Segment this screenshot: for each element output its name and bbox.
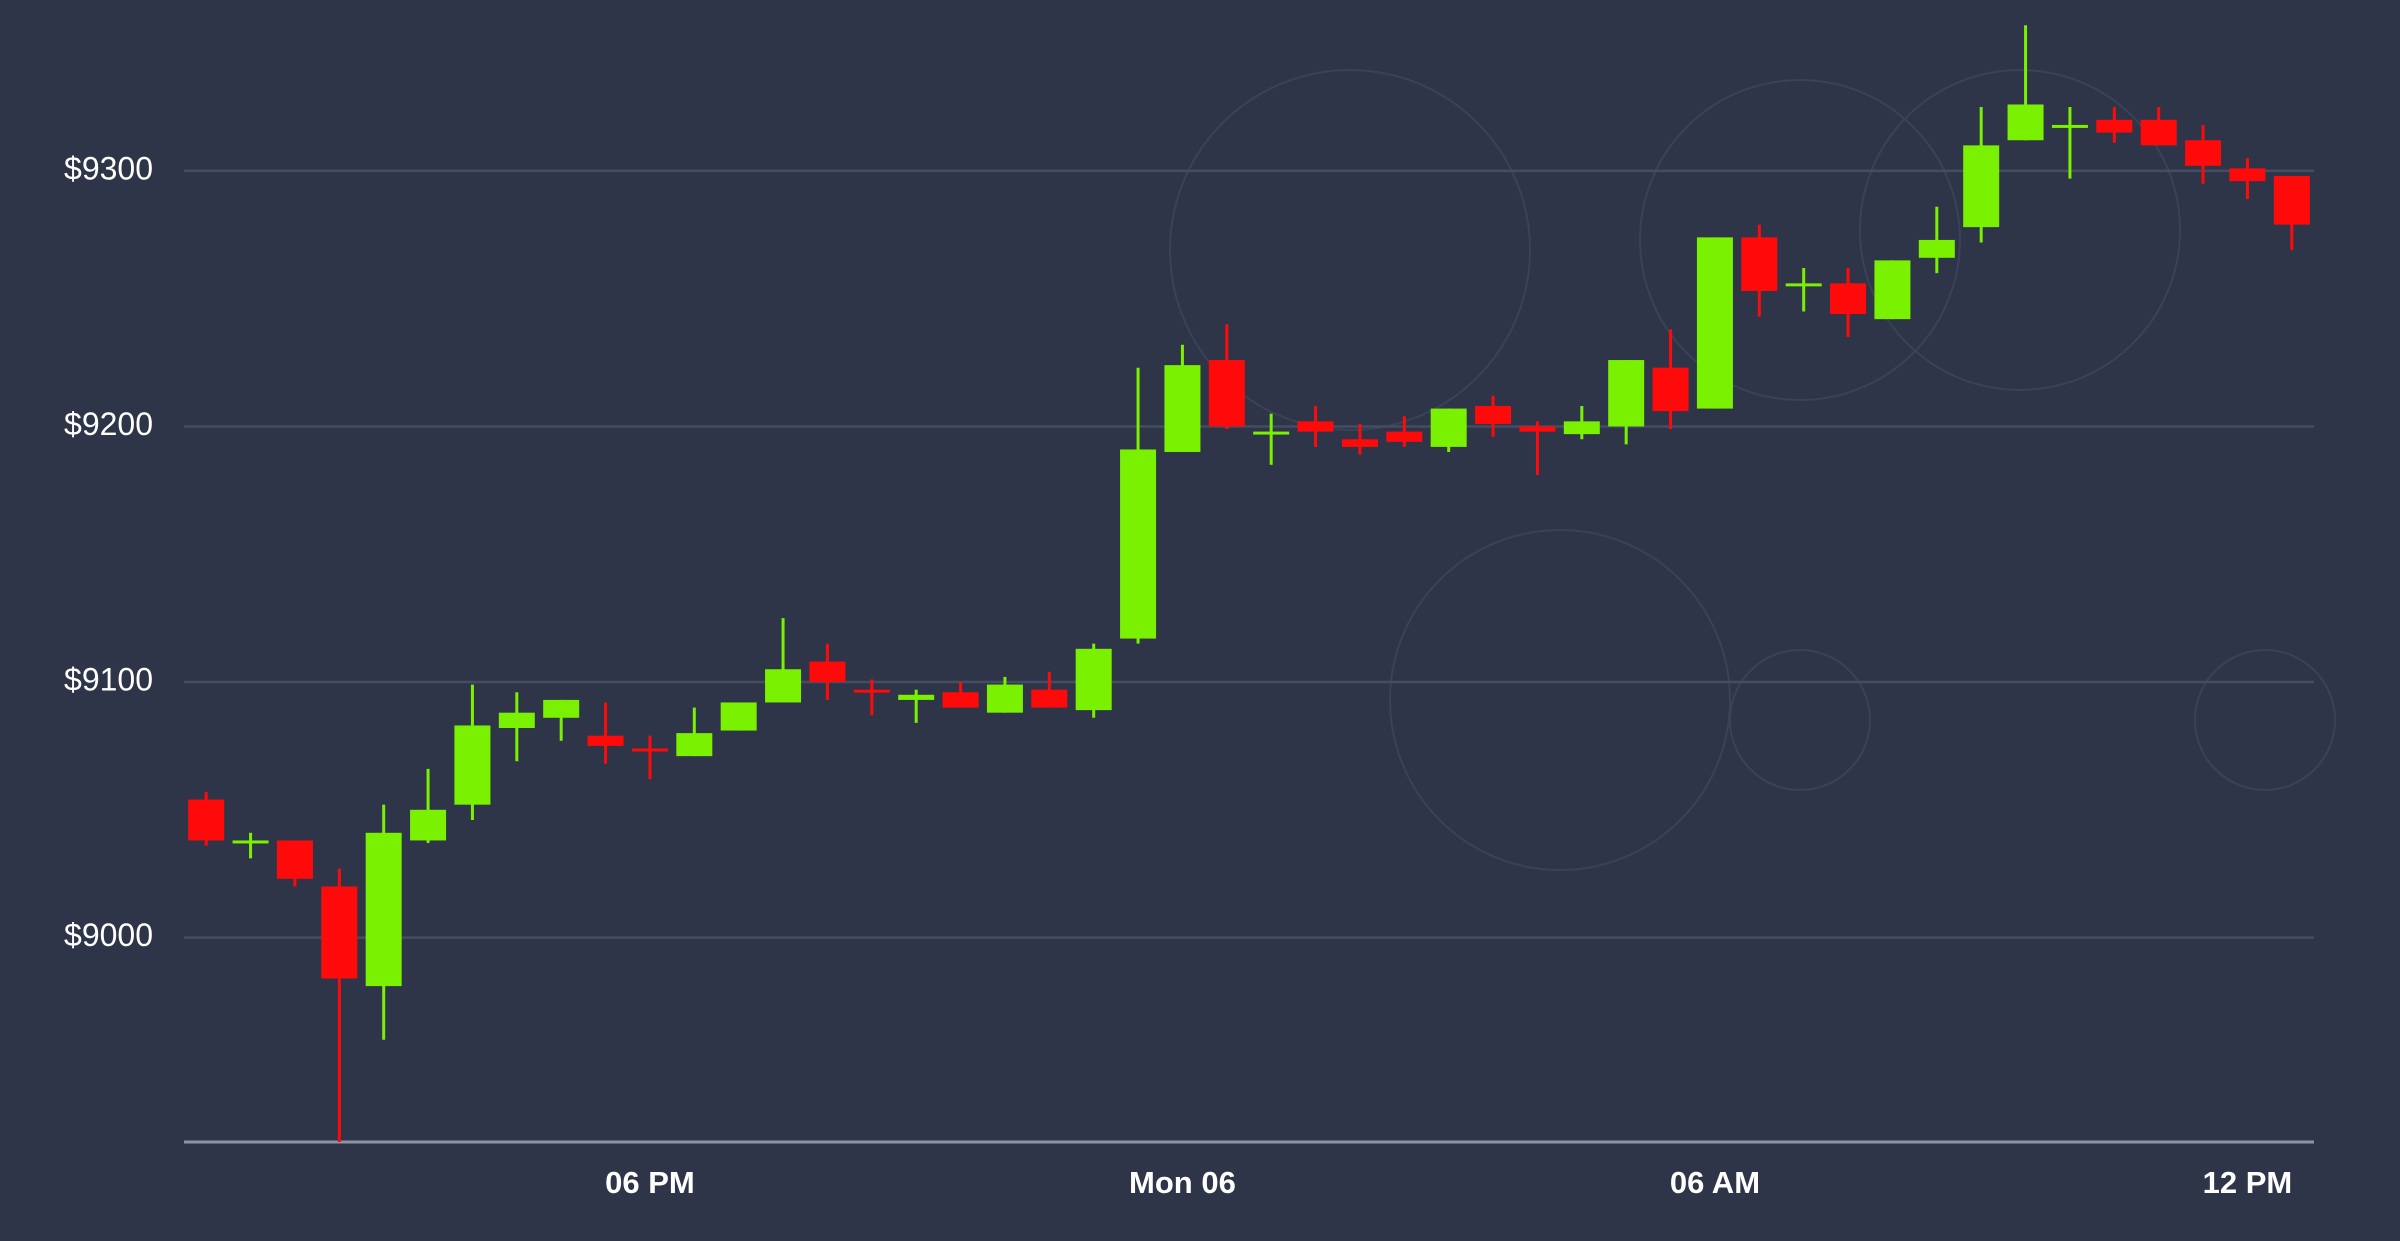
y-tick-label: $9100 — [64, 661, 153, 697]
candle-body — [1208, 360, 1245, 427]
candle-body — [1563, 421, 1600, 435]
candle-body — [676, 733, 713, 757]
candle-body — [543, 699, 580, 718]
candle-body — [1386, 431, 1423, 442]
y-tick-label: $9200 — [64, 406, 153, 442]
candle-body — [1519, 426, 1556, 432]
candle-body — [1164, 365, 1201, 453]
candle-body — [188, 799, 225, 841]
y-tick-label: $9300 — [64, 150, 153, 186]
candle-body — [2096, 119, 2133, 133]
candle-body — [2007, 104, 2044, 141]
candle-body — [1963, 145, 2000, 228]
candle-body — [1031, 689, 1068, 708]
candle-body — [321, 886, 358, 979]
candle-body — [1696, 237, 1733, 409]
candle-body — [410, 809, 447, 841]
candle-body — [1297, 421, 1334, 432]
y-tick-label: $9000 — [64, 917, 153, 953]
candle-body — [1830, 283, 1867, 315]
candle-body — [2273, 176, 2310, 225]
candle-body — [1741, 237, 1778, 292]
candle-body — [232, 840, 269, 844]
candle-body — [853, 689, 890, 693]
candle-body — [942, 692, 979, 708]
x-tick-label: Mon 06 — [1129, 1165, 1236, 1200]
candle-body — [1341, 439, 1378, 447]
candle-body — [1475, 406, 1512, 424]
candle-body — [1608, 360, 1645, 427]
candle-body — [809, 661, 846, 683]
candle-body — [2051, 124, 2088, 128]
candle-body — [898, 694, 935, 700]
candle-body — [1120, 449, 1157, 639]
x-tick-label: 06 PM — [605, 1165, 695, 1200]
candle-body — [765, 669, 802, 703]
candle-body — [276, 840, 313, 879]
candle-body — [498, 712, 535, 729]
candle-body — [587, 735, 624, 746]
candle-body — [2140, 119, 2177, 146]
candle-body — [365, 832, 402, 987]
candle-body — [1785, 283, 1822, 287]
candle-body — [720, 702, 757, 731]
candle-body — [986, 684, 1023, 713]
x-tick-label: 12 PM — [2203, 1165, 2293, 1200]
candle-body — [1874, 260, 1911, 320]
candle-body — [1652, 367, 1689, 412]
x-tick-label: 06 AM — [1670, 1165, 1760, 1200]
candle-body — [2229, 168, 2266, 182]
candle-body — [1075, 648, 1112, 711]
candle-body — [454, 725, 491, 805]
candle-body — [631, 748, 668, 752]
candle-body — [1918, 239, 1955, 258]
candle-body — [1253, 431, 1290, 435]
candle-body — [1430, 408, 1467, 447]
decor — [1169, 69, 2336, 871]
candle-body — [2185, 140, 2222, 166]
